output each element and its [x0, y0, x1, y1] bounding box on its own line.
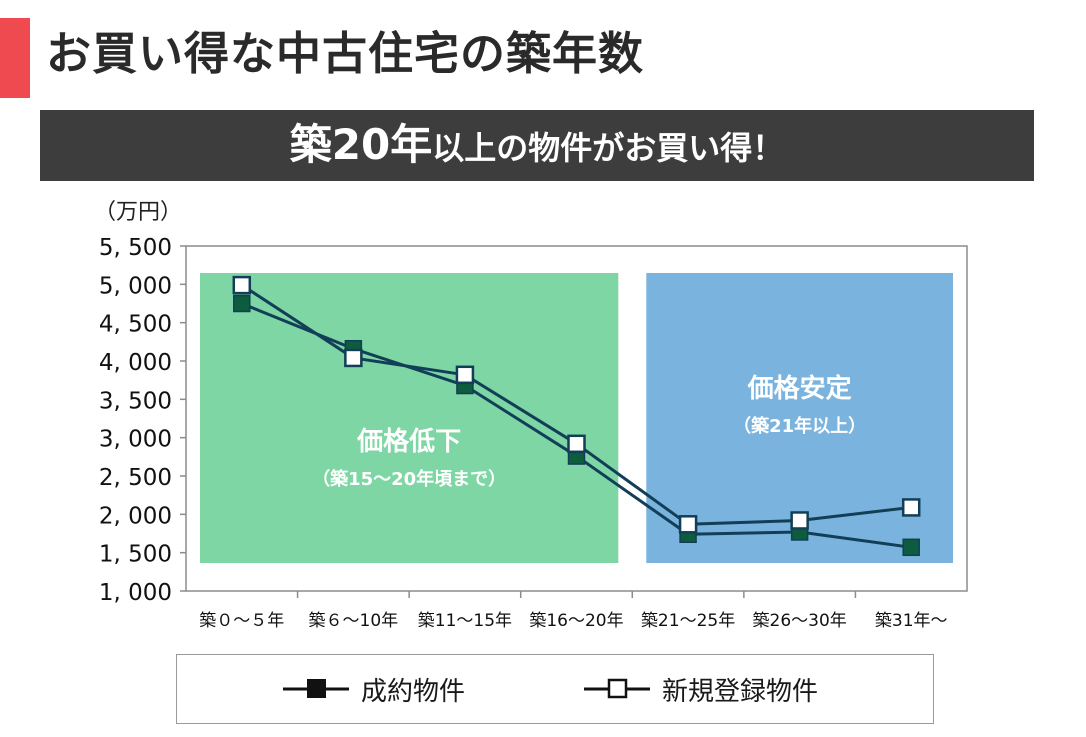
banner-text: 築20年以上の物件がお買い得！ — [290, 116, 784, 177]
region-subtitle-0: （築15～20年頃まで） — [312, 468, 506, 490]
chart-legend: 成約物件 新規登録物件 — [176, 654, 934, 724]
y-tick-label: 5, 000 — [99, 273, 172, 299]
data-point-open — [567, 434, 586, 454]
data-point-open — [678, 515, 698, 534]
y-tick-label: 1, 000 — [99, 580, 172, 606]
y-tick-label: 1, 500 — [99, 542, 172, 568]
data-point-open — [455, 365, 475, 385]
data-point-open — [790, 511, 809, 530]
legend-label-contract: 成約物件 — [361, 676, 466, 707]
region-title-0: 価格低下 — [356, 426, 461, 457]
x-tick-label: 築11～15年 — [418, 611, 512, 631]
x-tick-label: 築21～25年 — [641, 611, 735, 631]
y-tick-label: 4, 000 — [99, 350, 172, 376]
data-point-open — [344, 348, 363, 368]
line-chart: 価格低下 （築15～20年頃まで） 価格安定 （築21年以上） （万円） 1, 000 1,… — [94, 200, 968, 631]
legend-item-new-listing: 新規登録物件 — [582, 672, 819, 707]
open-square-line-icon — [584, 678, 650, 699]
legend-label-new-listing: 新規登録物件 — [662, 676, 819, 707]
y-tick-label: 2, 500 — [99, 465, 172, 491]
plot-frame — [185, 245, 968, 592]
x-tick-label: 築31年～ — [875, 611, 948, 631]
page-title: お買い得な中古住宅の築年数 — [46, 27, 645, 80]
y-tick-label: 3, 000 — [99, 427, 172, 453]
y-tick-label: 4, 500 — [99, 312, 172, 338]
data-point-open — [232, 275, 252, 295]
banner-emphasis: 築20年 — [289, 120, 433, 169]
data-point-filled — [233, 294, 251, 313]
data-point-filled — [902, 538, 920, 557]
x-tick-label: 築26～30年 — [753, 611, 847, 631]
region-subtitle-1: （築21年以上） — [733, 415, 866, 437]
x-tick-label: 築０～５年 — [199, 611, 284, 631]
y-tick-label: 2, 000 — [99, 503, 172, 529]
region-band-0 — [200, 273, 619, 563]
region-title-1: 価格安定 — [747, 373, 852, 404]
x-tick-label: 築16～20年 — [529, 611, 623, 631]
headline-banner: 築20年以上の物件がお買い得！ — [40, 110, 1034, 181]
filled-square-line-icon — [283, 679, 349, 698]
y-unit-label: （万円） — [94, 200, 182, 225]
y-tick-label: 5, 500 — [99, 235, 172, 261]
banner-rest: 以上の物件がお買い得！ — [432, 129, 785, 167]
data-point-open — [901, 498, 921, 517]
legend-item-contract: 成約物件 — [281, 672, 466, 707]
y-tick-label: 3, 500 — [99, 388, 172, 414]
title-accent-bar — [0, 18, 30, 98]
x-tick-label: 築６～10年 — [309, 611, 399, 631]
